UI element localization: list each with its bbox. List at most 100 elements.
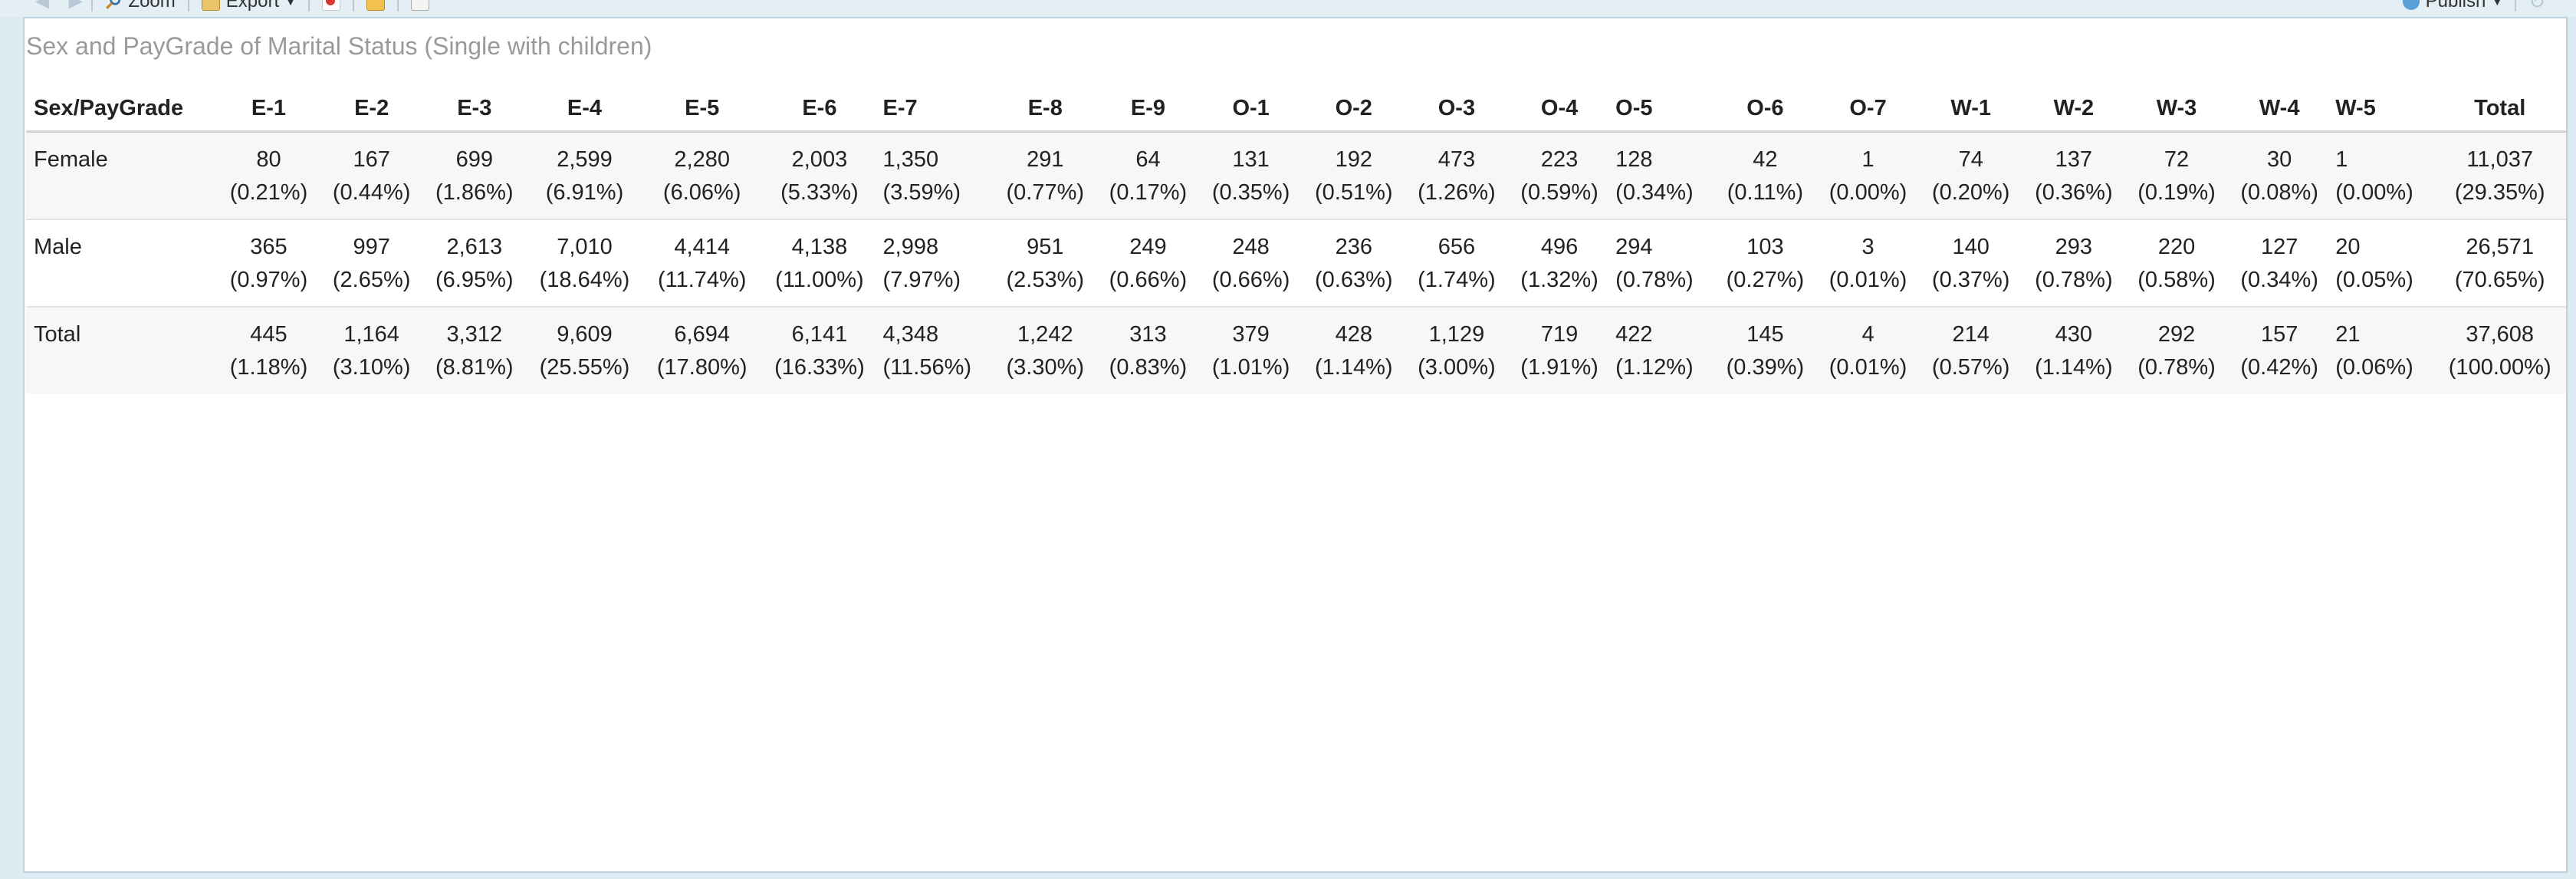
cell-percent: (0.57%) bbox=[1931, 355, 2010, 380]
cell-count: 20 bbox=[2335, 235, 2361, 259]
table-cell: 292 (0.78%) bbox=[2124, 307, 2229, 393]
cell-count: 1,164 bbox=[343, 322, 399, 347]
table-cell: 9,609 (25.55%) bbox=[525, 307, 644, 393]
table-cell: 2,613 (6.95%) bbox=[422, 219, 526, 308]
row-label: Total bbox=[26, 307, 218, 393]
cell-percent: (0.66%) bbox=[1109, 268, 1188, 292]
cell-percent: (3.30%) bbox=[1006, 355, 1085, 380]
table-body: Female 80 (0.21%) 167 (0.44%) 699 (1.86%) 2,599… bbox=[26, 131, 2566, 393]
cell-percent: (1.86%) bbox=[435, 180, 514, 205]
column-header-e-8: E-8 bbox=[994, 86, 1097, 133]
brush-icon bbox=[366, 0, 385, 11]
copy-button[interactable] bbox=[403, 0, 437, 14]
cell-count: 4,414 bbox=[674, 235, 730, 259]
publish-label: Publish bbox=[2425, 0, 2486, 12]
cell-count: 131 bbox=[1232, 147, 1270, 172]
cell-count: 74 bbox=[1958, 147, 1983, 172]
table-row-female: Female 80 (0.21%) 167 (0.44%) 699 (1.86%) 2,599… bbox=[26, 131, 2566, 220]
cell-percent: (11.74%) bbox=[657, 268, 747, 292]
table-cell: 1,242 (3.30%) bbox=[994, 307, 1097, 393]
cell-percent: (0.34%) bbox=[1615, 180, 1694, 205]
cell-percent: (0.01%) bbox=[1829, 268, 1907, 292]
cell-percent: (1.26%) bbox=[1418, 180, 1496, 205]
table-cell: 1,164 (3.10%) bbox=[320, 307, 423, 393]
table-cell: 223 (0.59%) bbox=[1508, 131, 1612, 220]
cell-count: 128 bbox=[1615, 147, 1653, 172]
cell-count: 248 bbox=[1232, 235, 1270, 259]
cell-percent: (0.00%) bbox=[2335, 180, 2413, 205]
refresh-icon: ↻ bbox=[2528, 0, 2545, 13]
column-header-w-4: W-4 bbox=[2228, 86, 2331, 133]
cell-count: 291 bbox=[1027, 147, 1064, 172]
crosstab-table: Sex/PayGrade E-1 E-2 E-3 E-4 E-5 E-6 E-7 E-8 E-9… bbox=[26, 86, 2566, 393]
toolbar-divider bbox=[308, 0, 310, 12]
cell-count: 167 bbox=[353, 147, 390, 172]
cell-count: 951 bbox=[1027, 235, 1064, 259]
table-cell: 6,694 (17.80%) bbox=[643, 307, 761, 393]
row-label: Female bbox=[26, 131, 218, 220]
cell-percent: (0.83%) bbox=[1109, 355, 1188, 380]
table-cell: 145 (0.39%) bbox=[1714, 307, 1817, 393]
cell-count: 127 bbox=[2260, 235, 2298, 259]
cell-count: 6,694 bbox=[674, 322, 730, 347]
table-cell: 496 (1.32%) bbox=[1508, 219, 1612, 308]
column-header-e-4: E-4 bbox=[525, 86, 644, 133]
cell-count: 3 bbox=[1861, 235, 1875, 259]
column-header-w-3: W-3 bbox=[2124, 86, 2229, 133]
zoom-button[interactable]: Zoom bbox=[97, 0, 182, 14]
cell-count: 2,599 bbox=[557, 147, 613, 172]
cell-count: 137 bbox=[2055, 147, 2093, 172]
brush-button[interactable] bbox=[359, 0, 393, 14]
cell-count: 223 bbox=[1540, 147, 1579, 172]
table-cell: 214 (0.57%) bbox=[1919, 307, 2022, 393]
chevron-down-icon: ▼ bbox=[2492, 0, 2503, 8]
cell-percent: (0.06%) bbox=[2335, 355, 2413, 380]
cell-count: 42 bbox=[1753, 147, 1778, 172]
cell-count: 192 bbox=[1335, 147, 1372, 172]
cell-count: 103 bbox=[1746, 235, 1784, 259]
table-cell: 20 (0.05%) bbox=[2331, 219, 2434, 308]
toolbar-divider bbox=[353, 0, 354, 12]
forward-arrow-icon[interactable]: ► bbox=[64, 0, 87, 14]
table-cell: 248 (0.66%) bbox=[1199, 219, 1303, 308]
refresh-button[interactable]: ↻ bbox=[2521, 0, 2553, 14]
table-cell: 192 (0.51%) bbox=[1302, 131, 1405, 220]
publish-button[interactable]: Publish ▼ bbox=[2395, 0, 2511, 14]
table-cell: 430 (1.14%) bbox=[2022, 307, 2125, 393]
clear-button[interactable] bbox=[314, 0, 348, 14]
table-cell: 2,280 (6.06%) bbox=[643, 131, 761, 220]
cell-percent: (0.34%) bbox=[2240, 268, 2318, 292]
cell-percent: (2.65%) bbox=[332, 268, 411, 292]
column-header-o-2: O-2 bbox=[1302, 86, 1405, 133]
table-cell: 249 (0.66%) bbox=[1096, 219, 1200, 308]
export-button[interactable]: Export ▼ bbox=[194, 0, 304, 14]
toolbar-divider bbox=[187, 0, 189, 12]
cell-count: 1,242 bbox=[1017, 322, 1073, 347]
cell-percent: (0.27%) bbox=[1726, 268, 1805, 292]
cell-percent: (25.55%) bbox=[539, 355, 630, 380]
cell-percent: (0.59%) bbox=[1520, 180, 1598, 205]
column-header-e-3: E-3 bbox=[422, 86, 526, 133]
table-cell: 30 (0.08%) bbox=[2228, 131, 2331, 220]
cell-count: 1 bbox=[2335, 147, 2348, 172]
cell-count: 699 bbox=[455, 147, 493, 172]
cell-count: 445 bbox=[250, 322, 288, 347]
table-row-total: Total 445 (1.18%) 1,164 (3.10%) 3,312 (8.81%) 9… bbox=[26, 307, 2566, 393]
cell-percent: (8.81%) bbox=[435, 355, 514, 380]
back-arrow-icon[interactable]: ◄ bbox=[31, 0, 54, 14]
table-cell: 699 (1.86%) bbox=[422, 131, 526, 220]
cell-count: 313 bbox=[1129, 322, 1167, 347]
cell-percent: (6.06%) bbox=[662, 180, 741, 205]
table-cell: 131 (0.35%) bbox=[1199, 131, 1303, 220]
cell-percent: (0.78%) bbox=[1615, 268, 1694, 292]
cell-count: 80 bbox=[256, 147, 281, 172]
cell-count: 9,609 bbox=[557, 322, 613, 347]
cell-count: 64 bbox=[1135, 147, 1161, 172]
cell-percent: (0.66%) bbox=[1211, 268, 1290, 292]
cell-count: 1 bbox=[1861, 147, 1875, 172]
row-label: Male bbox=[26, 219, 218, 308]
header-row: Sex/PayGrade E-1 E-2 E-3 E-4 E-5 E-6 E-7 E-8 E-9… bbox=[26, 86, 2566, 133]
cell-percent: (0.37%) bbox=[1931, 268, 2010, 292]
cell-percent: (0.11%) bbox=[1727, 180, 1804, 205]
cell-count: 428 bbox=[1335, 322, 1372, 347]
